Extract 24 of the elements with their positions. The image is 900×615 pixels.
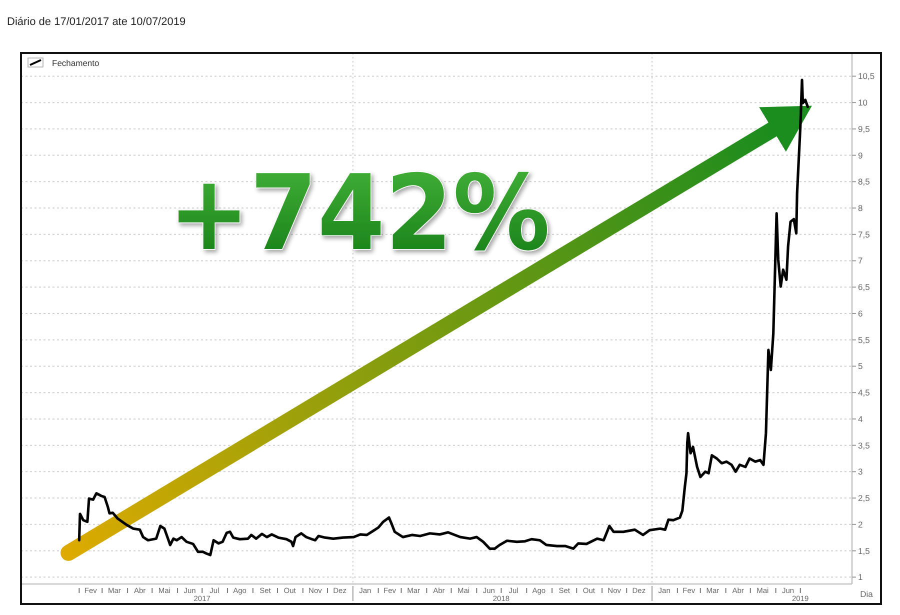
y-tick-label: 6,5 bbox=[858, 282, 870, 292]
x-axis-title: Dia bbox=[860, 589, 874, 599]
y-tick-label: 9,5 bbox=[858, 124, 870, 134]
y-tick-label: 1,5 bbox=[858, 546, 870, 556]
y-tick-label: 2 bbox=[858, 519, 863, 530]
y-tick-label: 6 bbox=[858, 308, 863, 318]
y-tick-label: 3 bbox=[858, 466, 863, 477]
y-tick-label: 5 bbox=[858, 361, 863, 372]
y-tick-label: 9 bbox=[858, 150, 863, 160]
y-tick-label: 3,5 bbox=[858, 440, 870, 450]
y-tick-label: 8,5 bbox=[858, 176, 870, 187]
y-tick-label: 8 bbox=[858, 203, 863, 214]
y-tick-label: 10 bbox=[858, 98, 868, 108]
chart-subtitle: Diário de 17/01/2017 ate 10/07/2019 bbox=[7, 16, 186, 28]
y-tick-label: 4,5 bbox=[858, 388, 870, 398]
y-tick-label: 7,5 bbox=[858, 229, 870, 240]
legend-label: Fechamento bbox=[52, 58, 100, 68]
y-tick-label: 10,5 bbox=[858, 71, 875, 82]
y-tick-label: 5,5 bbox=[858, 334, 870, 345]
y-tick-label: 4 bbox=[858, 414, 863, 424]
y-tick-label: 7 bbox=[858, 256, 863, 266]
y-tick-label: 2,5 bbox=[858, 493, 870, 504]
annotation: +742% bbox=[168, 152, 577, 274]
y-tick-label: 1 bbox=[858, 572, 863, 582]
